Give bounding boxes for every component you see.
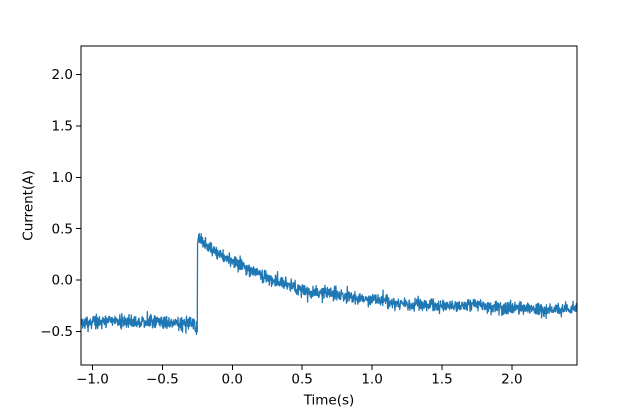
- x-tick-label: 1.0: [361, 372, 382, 388]
- plot-area: [80, 45, 578, 366]
- signal-trace: [80, 233, 578, 336]
- y-axis-label: Current(A): [21, 170, 37, 240]
- tick-labels: −1.0 −0.5 0.0 0.5 1.0 1.5 2.0 −0.5 0.0 0.5 1.0 1.5 2…: [40, 67, 522, 387]
- y-tick-label: 1.0: [52, 170, 73, 186]
- x-tick-label: 0.0: [222, 372, 243, 388]
- x-axis-label: Time(s): [303, 393, 355, 409]
- y-tick-label: 2.0: [52, 67, 73, 83]
- x-tick-label: 0.5: [291, 372, 312, 388]
- y-tick-label: 1.5: [52, 119, 73, 135]
- x-tick-label: −1.0: [76, 372, 109, 388]
- y-tick-label: −0.5: [40, 324, 73, 340]
- y-tick-label: 0.0: [52, 273, 73, 289]
- y-tick-label: 0.5: [52, 221, 73, 237]
- x-tick-label: 1.5: [431, 372, 452, 388]
- x-tick-label: 2.0: [501, 372, 522, 388]
- axis-ticks: [76, 74, 513, 370]
- x-tick-label: −0.5: [146, 372, 179, 388]
